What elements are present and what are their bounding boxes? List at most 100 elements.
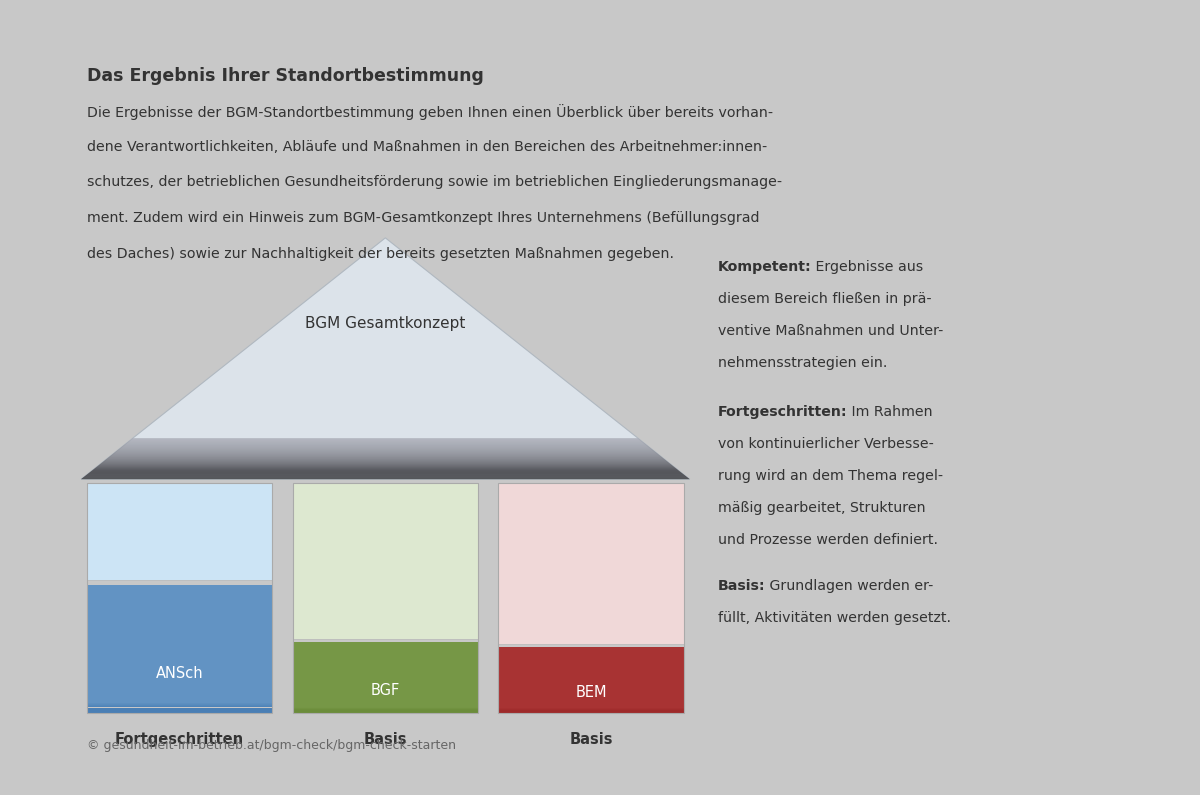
Bar	[498, 696, 684, 710]
Bar	[86, 633, 272, 704]
Polygon shape	[121, 447, 649, 448]
Polygon shape	[102, 462, 670, 463]
Bar	[293, 642, 479, 708]
Bar	[498, 672, 684, 708]
Bar	[498, 708, 684, 710]
Polygon shape	[128, 440, 642, 441]
Text: Im Rahmen: Im Rahmen	[847, 405, 932, 419]
Text: © gesundheit-im-betrieb.at/bgm-check/bgm-check-starten: © gesundheit-im-betrieb.at/bgm-check/bgm…	[86, 739, 456, 752]
Bar	[86, 686, 272, 707]
Bar	[498, 691, 684, 709]
Text: Basis: Basis	[570, 731, 613, 747]
Text: BEM: BEM	[576, 684, 607, 700]
Bar	[86, 617, 272, 704]
Polygon shape	[100, 463, 672, 465]
Bar	[293, 651, 479, 708]
Bar	[86, 665, 272, 706]
Bar	[498, 685, 684, 709]
Bar	[498, 710, 684, 713]
Text: mäßig gearbeitet, Strukturen: mäßig gearbeitet, Strukturen	[718, 501, 925, 514]
Polygon shape	[96, 466, 674, 467]
Bar	[293, 696, 479, 709]
Text: rung wird an dem Thema regel-: rung wird an dem Thema regel-	[718, 469, 943, 483]
Text: und Prozesse werden definiert.: und Prozesse werden definiert.	[718, 533, 937, 547]
Bar	[86, 611, 272, 704]
Polygon shape	[92, 469, 678, 470]
Text: ventive Maßnahmen und Unter-: ventive Maßnahmen und Unter-	[718, 324, 943, 338]
Polygon shape	[118, 449, 654, 451]
Bar	[293, 657, 479, 708]
Text: Die Ergebnisse der BGM-Standortbestimmung geben Ihnen einen Überblick über berei: Die Ergebnisse der BGM-Standortbestimmun…	[86, 104, 773, 120]
Polygon shape	[95, 467, 676, 468]
Bar	[86, 585, 272, 703]
Polygon shape	[88, 473, 683, 474]
Bar	[498, 677, 684, 709]
Bar	[498, 661, 684, 708]
Polygon shape	[113, 452, 658, 454]
Bar	[86, 638, 272, 704]
Polygon shape	[83, 477, 689, 478]
Bar	[86, 483, 272, 713]
Polygon shape	[112, 454, 659, 455]
Bar	[498, 680, 684, 709]
Text: Basis: Basis	[364, 731, 407, 747]
Polygon shape	[116, 451, 655, 452]
Text: Kompetent:: Kompetent:	[718, 260, 811, 274]
Bar	[293, 692, 479, 709]
Polygon shape	[107, 458, 664, 459]
Bar	[498, 694, 684, 710]
Bar	[86, 627, 272, 704]
Text: Fortgeschritten:: Fortgeschritten:	[718, 405, 847, 419]
Text: von kontinuierlicher Verbesse-: von kontinuierlicher Verbesse-	[718, 437, 934, 451]
Bar	[293, 660, 479, 708]
Bar	[498, 650, 684, 708]
Polygon shape	[124, 444, 647, 445]
Bar	[498, 683, 684, 709]
Bar	[86, 590, 272, 703]
Polygon shape	[127, 441, 643, 443]
Polygon shape	[108, 456, 662, 458]
Text: ANSch: ANSch	[156, 665, 203, 681]
Bar	[498, 483, 684, 713]
Bar	[293, 689, 479, 709]
Bar	[293, 669, 479, 708]
Text: Fortgeschritten: Fortgeschritten	[115, 731, 244, 747]
Bar	[86, 644, 272, 705]
Bar	[293, 648, 479, 708]
Bar	[86, 708, 272, 713]
Polygon shape	[103, 461, 667, 462]
Bar	[293, 483, 479, 639]
Bar	[293, 654, 479, 708]
Text: Basis:: Basis:	[718, 580, 766, 593]
Bar	[86, 654, 272, 705]
Bar	[498, 666, 684, 708]
Polygon shape	[84, 476, 688, 477]
Bar	[86, 595, 272, 703]
Polygon shape	[86, 474, 684, 475]
Bar	[86, 607, 272, 704]
Bar	[498, 705, 684, 710]
Polygon shape	[119, 448, 653, 449]
Polygon shape	[110, 455, 660, 456]
Bar	[86, 697, 272, 707]
Bar	[293, 698, 479, 710]
Bar	[86, 670, 272, 706]
Bar	[293, 483, 479, 713]
Text: nehmensstrategien ein.: nehmensstrategien ein.	[718, 356, 887, 370]
Bar	[498, 653, 684, 708]
Bar	[293, 684, 479, 709]
Bar	[86, 681, 272, 707]
Bar	[498, 669, 684, 708]
Polygon shape	[98, 465, 673, 466]
Polygon shape	[104, 460, 666, 461]
Text: Das Ergebnis Ihrer Standortbestimmung: Das Ergebnis Ihrer Standortbestimmung	[86, 67, 484, 85]
Polygon shape	[131, 438, 640, 440]
Text: schutzes, der betrieblichen Gesundheitsförderung sowie im betrieblichen Einglied: schutzes, der betrieblichen Gesundheitsf…	[86, 176, 781, 189]
Bar	[86, 483, 272, 580]
Bar	[498, 663, 684, 708]
Bar	[293, 646, 479, 708]
Polygon shape	[89, 472, 682, 473]
Bar	[498, 655, 684, 708]
Polygon shape	[106, 459, 665, 460]
Bar	[498, 702, 684, 710]
